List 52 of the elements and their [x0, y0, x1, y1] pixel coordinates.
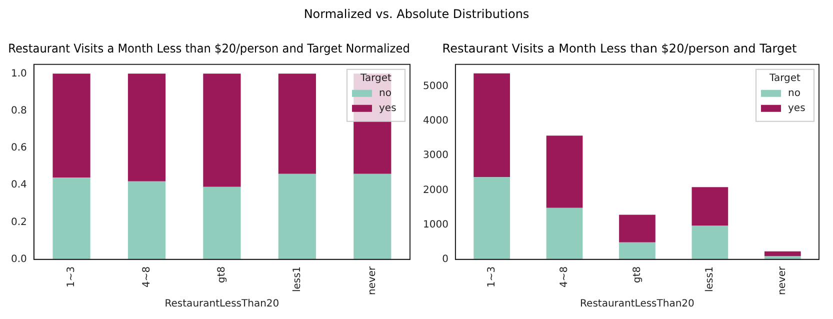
y-tick-label: 0.6	[10, 142, 27, 154]
x-tick-label: 4~8	[559, 266, 570, 288]
bar	[278, 174, 316, 260]
bar	[52, 178, 90, 260]
x-axis-title: RestaurantLessThan20	[580, 298, 694, 310]
y-tick-label: 2000	[422, 184, 448, 196]
bar	[764, 251, 801, 256]
bar	[546, 208, 583, 260]
x-tick-label: 1~3	[486, 266, 498, 288]
x-tick-label: never	[777, 265, 788, 295]
x-tick-label: less1	[292, 266, 303, 292]
bar	[128, 181, 166, 260]
bar	[619, 214, 656, 242]
bar	[52, 74, 90, 178]
chart-title: Restaurant Visits a Month Less than $20/person and Target Normalized	[8, 41, 410, 56]
y-tick-label: 0	[442, 254, 448, 265]
legend-title: Target	[360, 72, 392, 84]
x-tick-label: gt8	[632, 266, 643, 283]
bar	[619, 242, 656, 260]
x-tick-label: 4~8	[141, 266, 152, 288]
y-tick-label: 1.0	[10, 68, 27, 80]
y-tick-label: 0.8	[10, 105, 27, 116]
x-tick-label: gt8	[216, 266, 228, 283]
text: Normalized vs. Absolute Distributions	[304, 7, 530, 21]
x-tick-label: 1~3	[66, 266, 78, 288]
y-tick-label: 5000	[422, 81, 448, 92]
bar	[354, 174, 392, 260]
bar	[474, 177, 510, 260]
bar	[692, 226, 728, 260]
legend-label: yes	[788, 102, 806, 114]
legend-title: Target	[768, 72, 801, 84]
y-tick-label: 1000	[422, 219, 448, 230]
legend-label: no	[379, 88, 392, 99]
legend-label: no	[788, 88, 800, 99]
x-tick-label: never	[366, 265, 378, 295]
bar	[203, 186, 241, 260]
bar	[692, 187, 728, 226]
y-tick-label: 0.4	[10, 180, 27, 191]
x-tick-label: less1	[704, 266, 716, 292]
chart-title: Restaurant Visits a Month Less than $20/person and Target	[442, 41, 797, 56]
x-axis-title: RestaurantLessThan20	[164, 298, 280, 310]
bar	[128, 74, 166, 182]
bar	[474, 73, 510, 178]
bar	[278, 74, 316, 174]
y-tick-label: 3000	[422, 150, 448, 162]
y-tick-label: 0.0	[10, 254, 27, 265]
y-tick-label: 4000	[422, 116, 448, 127]
legend-label: yes	[379, 102, 396, 114]
y-tick-label: 0.2	[10, 216, 27, 228]
bar	[546, 136, 583, 208]
bar	[203, 74, 241, 187]
bar	[764, 256, 801, 260]
